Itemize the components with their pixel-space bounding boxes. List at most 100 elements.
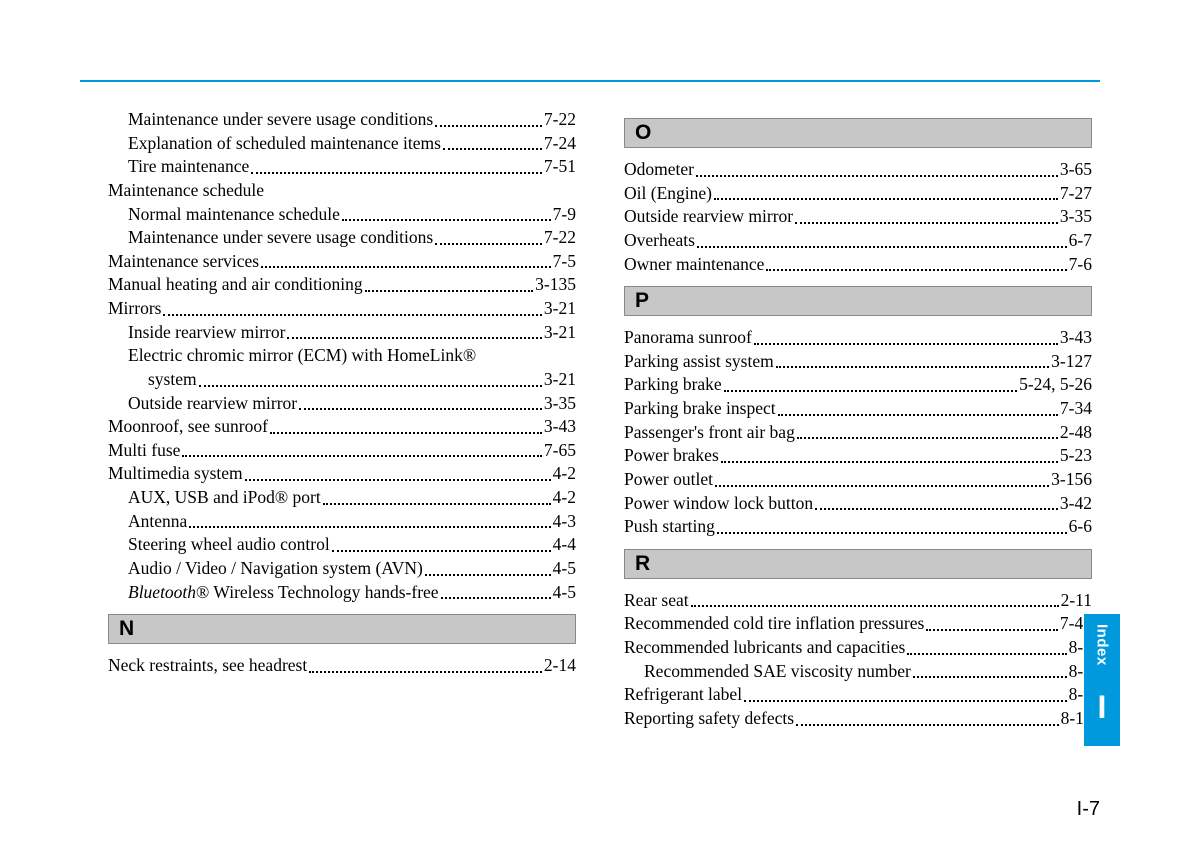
leader-dots bbox=[251, 155, 542, 174]
leader-dots bbox=[425, 557, 551, 576]
leader-dots bbox=[795, 205, 1058, 224]
index-entry-page: 7-65 bbox=[544, 439, 576, 463]
index-entry: Oil (Engine)7-27 bbox=[624, 182, 1092, 206]
index-entry-page: 4-2 bbox=[553, 462, 576, 486]
left-column: Maintenance under severe usage condition… bbox=[108, 108, 576, 731]
index-entry: Maintenance under severe usage condition… bbox=[128, 108, 576, 132]
index-entry-page: 3-156 bbox=[1051, 468, 1092, 492]
index-entry-label: Owner maintenance bbox=[624, 253, 764, 277]
index-entry: Tire maintenance7-51 bbox=[128, 155, 576, 179]
leader-dots bbox=[696, 158, 1058, 177]
leader-dots bbox=[309, 654, 542, 673]
leader-dots bbox=[299, 392, 542, 411]
top-accent-rule bbox=[80, 80, 1100, 82]
leader-dots bbox=[797, 421, 1058, 440]
index-entry: Multi fuse 7-65 bbox=[108, 439, 576, 463]
index-entry-page: 3-21 bbox=[544, 297, 576, 321]
index-entry-label: Overheats bbox=[624, 229, 695, 253]
index-entry: Mirrors 3-21 bbox=[108, 297, 576, 321]
section-header-r: R bbox=[624, 549, 1092, 579]
index-entry-page: 7-34 bbox=[1060, 397, 1092, 421]
index-entry: Outside rearview mirror 3-35 bbox=[128, 392, 576, 416]
leader-dots bbox=[754, 326, 1058, 345]
index-entry-label: Recommended SAE viscosity number bbox=[644, 660, 911, 684]
index-entry-page: 4-5 bbox=[553, 581, 576, 605]
index-entry-page: 7-22 bbox=[544, 108, 576, 132]
index-entry: AUX, USB and iPod® port4-2 bbox=[128, 486, 576, 510]
index-entry: Recommended cold tire inflation pressure… bbox=[624, 612, 1092, 636]
index-entry-label: Oil (Engine) bbox=[624, 182, 712, 206]
index-entry-label: system bbox=[148, 368, 197, 392]
index-entry-label: Moonroof, see sunroof bbox=[108, 415, 268, 439]
leader-dots bbox=[697, 229, 1067, 248]
index-entry-label: Outside rearview mirror bbox=[128, 392, 297, 416]
index-entry: Maintenance services 7-5 bbox=[108, 250, 576, 274]
leader-dots bbox=[744, 683, 1067, 702]
index-entry-label: Tire maintenance bbox=[128, 155, 249, 179]
index-entry-page: 4-3 bbox=[553, 510, 576, 534]
index-entry-label: Antenna bbox=[128, 510, 187, 534]
leader-dots bbox=[815, 492, 1058, 511]
index-entry-page: 5-24, 5-26 bbox=[1019, 373, 1092, 397]
index-entry-label: Audio / Video / Navigation system (AVN) bbox=[128, 557, 423, 581]
index-entry-page: 2-11 bbox=[1061, 589, 1092, 613]
index-entry-page: 6-7 bbox=[1069, 229, 1092, 253]
section-header-o: O bbox=[624, 118, 1092, 148]
leader-dots bbox=[778, 397, 1058, 416]
index-group-header: Electric chromic mirror (ECM) with HomeL… bbox=[128, 344, 576, 368]
index-group-header: Maintenance schedule bbox=[108, 179, 576, 203]
index-entry-label: Neck restraints, see headrest bbox=[108, 654, 307, 678]
index-entry-label: Mirrors bbox=[108, 297, 161, 321]
index-entry-label: Maintenance services bbox=[108, 250, 259, 274]
leader-dots bbox=[913, 660, 1067, 679]
leader-dots bbox=[323, 486, 551, 505]
index-entry: Outside rearview mirror3-35 bbox=[624, 205, 1092, 229]
index-entry-label: Manual heating and air conditioning bbox=[108, 273, 363, 297]
index-entry-page: 7-24 bbox=[544, 132, 576, 156]
leader-dots bbox=[287, 321, 541, 340]
index-entry: Power brakes5-23 bbox=[624, 444, 1092, 468]
leader-dots bbox=[182, 439, 541, 458]
index-entry-label: Reporting safety defects bbox=[624, 707, 794, 731]
section-header-p: P bbox=[624, 286, 1092, 316]
index-entry-page: 3-42 bbox=[1060, 492, 1092, 516]
index-entry-page: 7-5 bbox=[553, 250, 576, 274]
index-entry-label: Power brakes bbox=[624, 444, 719, 468]
leader-dots bbox=[342, 203, 551, 222]
leader-dots bbox=[443, 132, 542, 151]
index-entry-label: Explanation of scheduled maintenance ite… bbox=[128, 132, 441, 156]
index-entry: Passenger's front air bag2-48 bbox=[624, 421, 1092, 445]
index-entry-page: 3-35 bbox=[544, 392, 576, 416]
index-entry: Audio / Video / Navigation system (AVN) 4… bbox=[128, 557, 576, 581]
index-entry-page: 3-127 bbox=[1051, 350, 1092, 374]
index-entry-label: Push starting bbox=[624, 515, 715, 539]
leader-dots bbox=[245, 462, 551, 481]
leader-dots bbox=[907, 636, 1066, 655]
index-entry: Owner maintenance7-6 bbox=[624, 253, 1092, 277]
leader-dots bbox=[715, 468, 1049, 487]
index-entry: Bluetooth® Wireless Technology hands-fre… bbox=[128, 581, 576, 605]
index-entry-label: Normal maintenance schedule bbox=[128, 203, 340, 227]
index-entry-label: Maintenance under severe usage condition… bbox=[128, 226, 433, 250]
index-entry-page: 3-43 bbox=[544, 415, 576, 439]
index-entry-page: 4-4 bbox=[553, 533, 576, 557]
leader-dots bbox=[261, 250, 551, 269]
index-entry-label: Multi fuse bbox=[108, 439, 180, 463]
index-entry-label: Recommended cold tire inflation pressure… bbox=[624, 612, 924, 636]
index-entry-page: 4-5 bbox=[553, 557, 576, 581]
page-number: I-7 bbox=[1077, 798, 1100, 821]
index-entry-page: 3-43 bbox=[1060, 326, 1092, 350]
index-entry-label: Refrigerant label bbox=[624, 683, 742, 707]
index-entry-label: Steering wheel audio control bbox=[128, 533, 330, 557]
index-entry: Maintenance under severe usage condition… bbox=[128, 226, 576, 250]
index-entry-label: Passenger's front air bag bbox=[624, 421, 795, 445]
index-entry-page: 2-14 bbox=[544, 654, 576, 678]
leader-dots bbox=[365, 273, 534, 292]
side-tab-index: Index I bbox=[1084, 614, 1120, 746]
leader-dots bbox=[691, 589, 1059, 608]
leader-dots bbox=[441, 581, 551, 600]
index-entry-page: 3-35 bbox=[1060, 205, 1092, 229]
index-entry: Manual heating and air conditioning3-135 bbox=[108, 273, 576, 297]
index-entry: Recommended lubricants and capacities8-6 bbox=[624, 636, 1092, 660]
leader-dots bbox=[796, 707, 1058, 726]
